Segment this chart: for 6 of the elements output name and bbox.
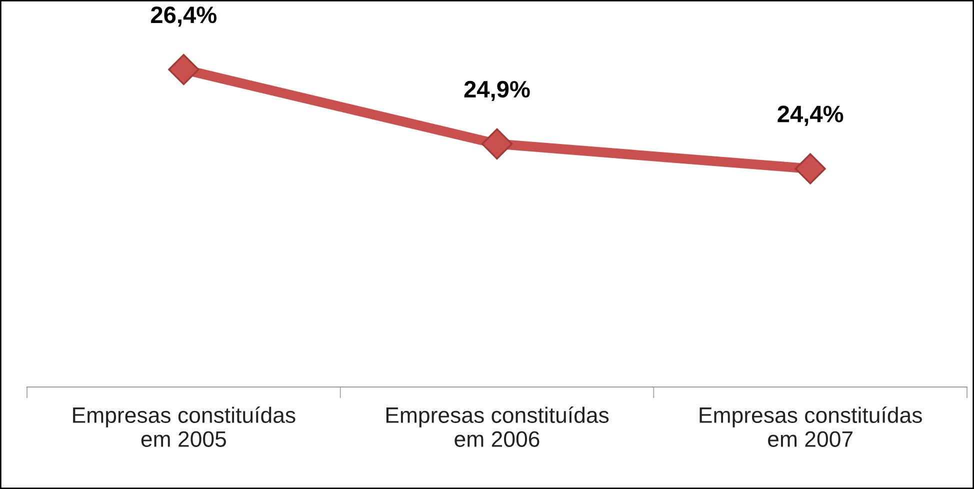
x-tick-label: Empresas constituídas em 2006 xyxy=(386,406,609,447)
x-tick-label: Empresas constituídas em 2005 xyxy=(73,406,296,447)
data-label: 24,9% xyxy=(464,80,530,102)
data-label: 26,4% xyxy=(151,6,217,27)
data-label: 24,4% xyxy=(778,106,844,126)
x-tick-label: Empresas constituídas em 2007 xyxy=(700,406,922,447)
